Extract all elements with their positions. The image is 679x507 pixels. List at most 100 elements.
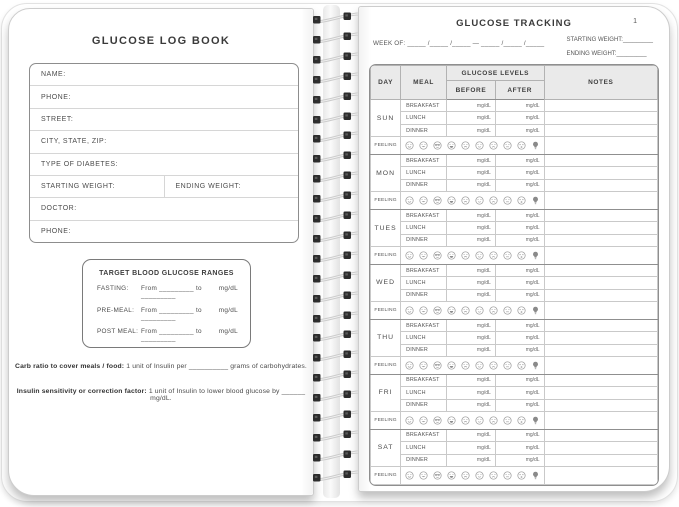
after-value-cell: mg/dL (494, 343, 545, 358)
range-label: FASTING: (97, 285, 129, 292)
range-label: POST MEAL: (97, 328, 139, 335)
feeling-label-cell: FEELING (370, 410, 402, 430)
feeling-icons-row (401, 471, 543, 480)
field-label: DOCTOR: (41, 205, 77, 213)
day-cell-thu: THU (370, 318, 402, 358)
feeling-icons-cell (400, 465, 545, 485)
spiral-coil (306, 9, 364, 27)
before-value-cell: mg/dL (446, 233, 496, 248)
notes-cell (543, 263, 658, 278)
info-field-row: TYPE OF DIABETES: (30, 154, 298, 176)
meal-cell: DINNER (400, 398, 448, 413)
notes-cell (543, 191, 658, 210)
info-field-row: STREET: (30, 109, 298, 132)
starting-weight-line: STARTING WEIGHT:_________ (566, 37, 653, 43)
feeling-icons-cell (400, 410, 545, 430)
relieved-icon (475, 141, 484, 150)
frown-icon (461, 471, 470, 480)
notes-cell (543, 331, 658, 345)
range-unit: mg/dL (218, 306, 238, 314)
dizzy-icon (517, 361, 526, 370)
spiral-coil (306, 268, 364, 286)
meal-cell: DINNER (400, 453, 448, 467)
feeling-icons-row (401, 416, 543, 425)
notes-cell (543, 208, 658, 223)
notes-cell (543, 246, 658, 265)
notes-cell (543, 221, 658, 235)
info-field-row: CITY, STATE, ZIP: (30, 131, 298, 154)
after-value-cell: mg/dL (494, 233, 545, 248)
feeling-icons-row (401, 196, 543, 205)
spiral-coil (306, 49, 364, 67)
after-value-cell: mg/dL (494, 166, 545, 180)
target-ranges-box: TARGET BLOOD GLUCOSE RANGES FASTING: From… (82, 259, 251, 348)
bulb-icon (531, 361, 540, 370)
meh-icon (503, 416, 512, 425)
meh-icon (503, 361, 512, 370)
feeling-icons-row (401, 141, 543, 150)
cool-icon (433, 306, 442, 315)
relieved-icon (475, 306, 484, 315)
after-value-cell: mg/dL (494, 288, 545, 303)
field-label: STREET: (41, 115, 74, 123)
insulin-sensitivity-note: Insulin sensitivity or correction factor… (9, 388, 313, 402)
info-field-row: PHONE: (30, 86, 298, 109)
after-value-cell: mg/dL (494, 453, 545, 467)
notes-cell (543, 428, 658, 443)
sad-icon (489, 251, 498, 260)
after-value-cell: mg/dL (494, 208, 545, 223)
frown-icon (461, 251, 470, 260)
grin-icon (419, 306, 428, 315)
insulin-sensitivity-note-bold: Insulin sensitivity or correction factor… (16, 388, 147, 395)
after-value-cell: mg/dL (494, 221, 545, 235)
dizzy-icon (517, 471, 526, 480)
meh-icon (503, 471, 512, 480)
spiral-coil (306, 427, 364, 445)
right-page: GLUCOSE TRACKING 1 WEEK OF: _____ /_____… (358, 6, 670, 492)
feeling-label-cell: FEELING (370, 246, 402, 265)
meal-cell: BREAKFAST (400, 98, 448, 113)
before-value-cell: mg/dL (446, 441, 496, 455)
feeling-icons-row (401, 251, 543, 260)
meal-cell: DINNER (400, 178, 448, 193)
feeling-label-cell: FEELING (370, 191, 402, 210)
meal-cell: LUNCH (400, 386, 448, 400)
after-value-cell: mg/dL (494, 123, 545, 138)
feeling-icons-row (401, 361, 543, 370)
spiral-coil (306, 407, 364, 425)
grin-icon (419, 471, 428, 480)
after-value-cell: mg/dL (494, 398, 545, 413)
laugh-icon (447, 361, 456, 370)
notes-cell (543, 356, 658, 375)
info-field-row: DOCTOR: (30, 198, 298, 221)
cool-icon (433, 416, 442, 425)
meal-cell: LUNCH (400, 331, 448, 345)
tracking-table: DAY MEAL GLUCOSE LEVELS NOTES BEFORE AFTER SUN… (369, 64, 659, 486)
cool-icon (433, 361, 442, 370)
after-value-cell: mg/dL (494, 263, 545, 278)
spiral-coil (306, 128, 364, 146)
col-header-before: BEFORE (446, 80, 496, 100)
day-cell-fri: FRI (370, 373, 402, 412)
relieved-icon (475, 251, 484, 260)
before-value-cell: mg/dL (446, 98, 496, 113)
sad-icon (489, 361, 498, 370)
sad-icon (489, 196, 498, 205)
before-value-cell: mg/dL (446, 343, 496, 358)
range-blanks: From _________ to _________ (141, 306, 202, 321)
meh-icon (503, 251, 512, 260)
grin-icon (419, 361, 428, 370)
laugh-icon (447, 141, 456, 150)
notes-cell (543, 386, 658, 400)
carb-ratio-note-bold: Carb ratio to cover meals / food: (15, 363, 125, 370)
smile-icon (405, 196, 414, 205)
feeling-icons-row (401, 306, 543, 315)
spiral-coil (306, 168, 364, 186)
after-value-cell: mg/dL (494, 98, 545, 113)
meal-cell: BREAKFAST (400, 428, 448, 443)
dizzy-icon (517, 306, 526, 315)
range-blanks: From _________ to _________ (141, 285, 202, 299)
week-of-line: WEEK OF: _____ /_____ /_____ — _____ /__… (373, 40, 545, 47)
grin-icon (419, 251, 428, 260)
meal-cell: DINNER (400, 343, 448, 358)
